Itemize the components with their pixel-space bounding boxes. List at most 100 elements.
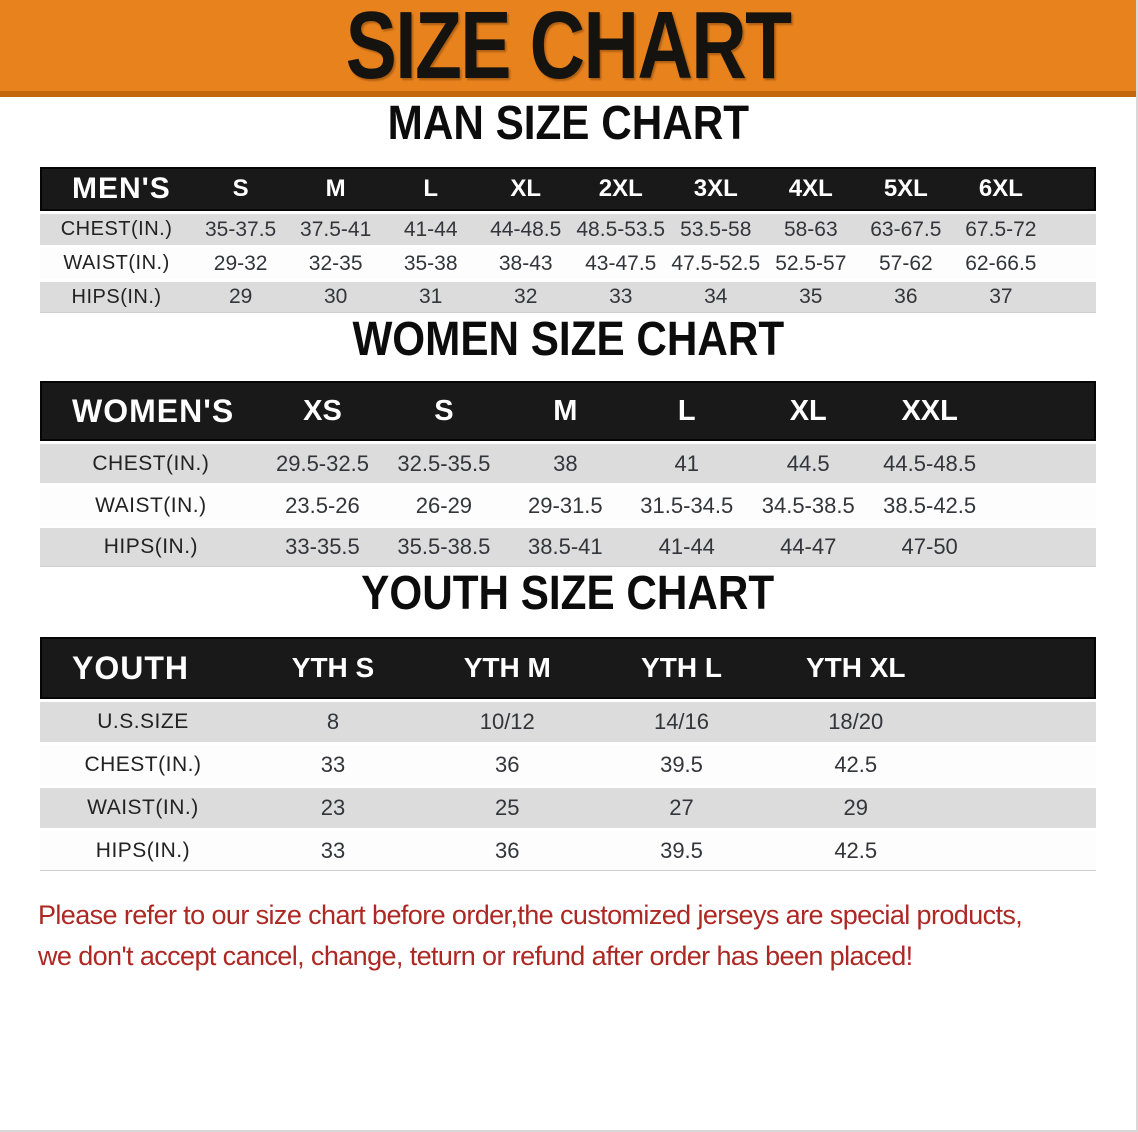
column-header: 2XL <box>573 167 669 211</box>
column-header: YTH XL <box>768 637 943 699</box>
cell: 39.5 <box>594 742 769 785</box>
row-spacer <box>1048 211 1096 245</box>
youth-size-table-container: YOUTH YTH S YTH M YTH L YTH XL U.S.SIZE 8 10/12… <box>40 637 1096 871</box>
cell: 36 <box>420 828 595 871</box>
cell: 32.5-35.5 <box>383 441 505 483</box>
cell: 29-31.5 <box>504 483 627 525</box>
column-header: S <box>383 381 505 441</box>
cell: 42.5 <box>768 742 943 785</box>
column-header: M <box>288 167 384 211</box>
cell: 38.5-42.5 <box>868 483 991 525</box>
cell: 63-67.5 <box>858 211 954 245</box>
row-label: WAIST(IN.) <box>40 245 194 279</box>
disclaimer-line-1: Please refer to our size chart before or… <box>38 900 1023 930</box>
cell: 33 <box>245 742 421 785</box>
cell: 34 <box>668 279 764 313</box>
youth-section-heading: YOUTH SIZE CHART <box>0 567 1136 621</box>
table-corner-label: YOUTH <box>40 637 246 699</box>
row-label: HIPS(IN.) <box>40 828 246 871</box>
cell: 23.5-26 <box>261 483 384 525</box>
cell: 67.5-72 <box>953 211 1049 245</box>
cell: 36 <box>420 742 595 785</box>
size-table: WOMEN'S XS S M L XL XXL CHEST(IN.) 29.5-32.5 32.5… <box>40 381 1096 567</box>
column-header: 5XL <box>858 167 954 211</box>
column-header: XL <box>747 381 869 441</box>
row-label: HIPS(IN.) <box>40 279 194 313</box>
cell: 31.5-34.5 <box>626 483 748 525</box>
table-row: WAIST(IN.) 23 25 27 29 <box>40 785 1096 828</box>
cell: 32 <box>478 279 574 313</box>
cell: 44-47 <box>747 525 869 567</box>
cell: 29 <box>193 279 289 313</box>
women-section-heading: WOMEN SIZE CHART <box>0 313 1136 367</box>
cell: 33 <box>573 279 669 313</box>
cell: 41-44 <box>383 211 479 245</box>
man-size-table-container: MEN'S S M L XL 2XL 3XL 4XL 5XL 6XL CHEST(IN.) 35-37… <box>40 167 1096 313</box>
cell: 18/20 <box>768 699 943 742</box>
row-spacer <box>942 785 1096 828</box>
cell: 25 <box>420 785 595 828</box>
women-section-heading-text: WOMEN SIZE CHART <box>352 313 784 366</box>
cell: 29 <box>768 785 943 828</box>
column-header: L <box>383 167 479 211</box>
cell: 44-48.5 <box>478 211 574 245</box>
table-row: HIPS(IN.) 29 30 31 32 33 34 35 36 37 <box>40 279 1096 313</box>
cell: 31 <box>383 279 479 313</box>
youth-section-heading-text: YOUTH SIZE CHART <box>361 567 775 620</box>
table-header-row: MEN'S S M L XL 2XL 3XL 4XL 5XL 6XL <box>40 167 1096 211</box>
cell: 30 <box>288 279 384 313</box>
row-spacer <box>942 742 1096 785</box>
size-chart-banner: SIZE CHART <box>0 0 1136 97</box>
cell: 47-50 <box>868 525 991 567</box>
row-label: U.S.SIZE <box>40 699 246 742</box>
cell: 23 <box>245 785 421 828</box>
cell: 8 <box>245 699 421 742</box>
cell: 38.5-41 <box>504 525 627 567</box>
cell: 10/12 <box>420 699 595 742</box>
disclaimer-text: Please refer to our size chart before or… <box>38 895 1102 977</box>
cell: 48.5-53.5 <box>573 211 669 245</box>
table-row: WAIST(IN.) 29-32 32-35 35-38 38-43 43-47.5 47.… <box>40 245 1096 279</box>
man-section-heading-text: MAN SIZE CHART <box>387 97 749 150</box>
column-header: XL <box>478 167 574 211</box>
column-header: L <box>626 381 748 441</box>
row-spacer <box>990 525 1096 567</box>
column-header: XS <box>261 381 384 441</box>
header-spacer <box>1048 167 1096 211</box>
cell: 26-29 <box>383 483 505 525</box>
cell: 37.5-41 <box>288 211 384 245</box>
header-spacer <box>990 381 1096 441</box>
cell: 58-63 <box>763 211 859 245</box>
column-header: 6XL <box>953 167 1049 211</box>
table-row: WAIST(IN.) 23.5-26 26-29 29-31.5 31.5-34.5 34… <box>40 483 1096 525</box>
table-row: HIPS(IN.) 33-35.5 35.5-38.5 38.5-41 41-44 44-… <box>40 525 1096 567</box>
cell: 41-44 <box>626 525 748 567</box>
man-section-heading: MAN SIZE CHART <box>0 97 1136 151</box>
column-header: XXL <box>868 381 991 441</box>
table-row: CHEST(IN.) 35-37.5 37.5-41 41-44 44-48.5 48.5… <box>40 211 1096 245</box>
cell: 43-47.5 <box>573 245 669 279</box>
header-spacer <box>942 637 1096 699</box>
cell: 47.5-52.5 <box>668 245 764 279</box>
column-header: M <box>504 381 627 441</box>
cell: 14/16 <box>594 699 769 742</box>
column-header: YTH S <box>245 637 421 699</box>
cell: 32-35 <box>288 245 384 279</box>
size-table: YOUTH YTH S YTH M YTH L YTH XL U.S.SIZE 8 10/12… <box>40 637 1096 871</box>
row-spacer <box>1048 279 1096 313</box>
table-row: CHEST(IN.) 33 36 39.5 42.5 <box>40 742 1096 785</box>
cell: 44.5-48.5 <box>868 441 991 483</box>
disclaimer-line-2: we don't accept cancel, change, teturn o… <box>38 941 913 971</box>
cell: 33-35.5 <box>261 525 384 567</box>
cell: 27 <box>594 785 769 828</box>
cell: 29-32 <box>193 245 289 279</box>
row-spacer <box>990 483 1096 525</box>
cell: 36 <box>858 279 954 313</box>
row-spacer <box>942 828 1096 871</box>
cell: 35-37.5 <box>193 211 289 245</box>
row-spacer <box>1048 245 1096 279</box>
cell: 57-62 <box>858 245 954 279</box>
table-row: HIPS(IN.) 33 36 39.5 42.5 <box>40 828 1096 871</box>
row-label: WAIST(IN.) <box>40 483 262 525</box>
